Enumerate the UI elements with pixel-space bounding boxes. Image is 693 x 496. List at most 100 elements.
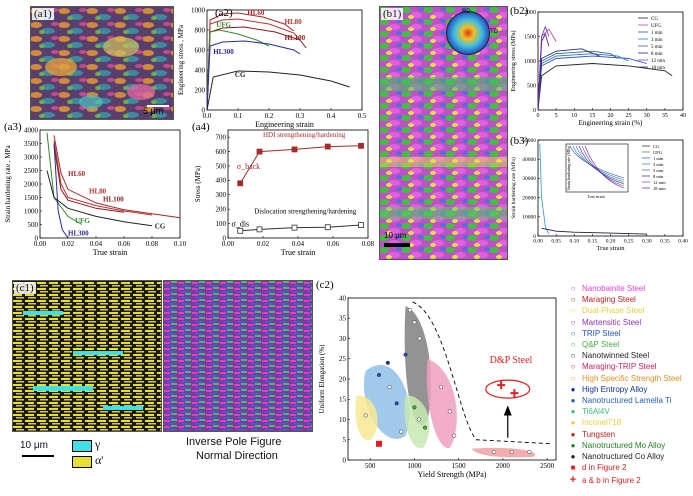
x-axis-label: True strain	[596, 245, 625, 252]
y-tick-label: 40	[339, 294, 347, 302]
panel-label: (a2)	[215, 7, 233, 19]
legend-label: Nanotwinned Steel	[582, 351, 650, 361]
y-tick-label: 600	[195, 46, 206, 54]
y-tick-label: 0	[533, 108, 536, 114]
chart-b3: 0.00 0.05 0.10 0.15 0.20 0.25 0.30 0.35 0.40 0 100…	[510, 135, 688, 252]
y-tick-label: 500	[216, 162, 227, 170]
legend-item: ○ Dual-Phase Steel	[568, 306, 645, 315]
y-tick-label: 1500	[24, 194, 39, 202]
legend-item: ○ Nanobainite Steel	[568, 284, 646, 293]
legend-label: 5 min	[653, 168, 664, 173]
micrograph-b1: RD TD (b1) 10 μm	[379, 6, 508, 260]
y-axis-label: Strain hardening rate (MPa)	[510, 157, 517, 219]
series-line-5-min	[537, 50, 619, 111]
data-point-hdi	[324, 143, 331, 150]
legend-label: Tungsten	[582, 429, 616, 439]
micrograph-a1: (a1) 5 μm	[30, 6, 174, 120]
legend-marker-icon: ●	[570, 396, 576, 405]
y-tick-label: 700	[216, 134, 227, 142]
boundary-line	[412, 301, 552, 445]
legend-item: ● Nanotructured Mo Alloy	[568, 441, 666, 450]
annotation-sigma-dis: σ_dis	[232, 219, 250, 228]
x-tick-label: 1000	[407, 462, 422, 470]
y-axis-label: Engineering stress (MPa)	[510, 31, 517, 92]
legend-label: 5 min	[651, 45, 663, 50]
y-tick-label: 300	[216, 191, 227, 199]
legend-label: Maraging-TRIP Steel	[582, 362, 657, 372]
material-point	[509, 449, 514, 454]
x-tick-label: 0.1	[234, 112, 243, 120]
x-tick-label: 0.10	[569, 239, 579, 245]
panel-label-c1: (c1)	[14, 282, 36, 294]
b3-inset-curve	[578, 145, 625, 185]
series-line-hl300	[206, 40, 301, 111]
x-tick-label: 0.0	[203, 112, 212, 120]
scale-label-a1: 5 μm	[143, 106, 164, 116]
series-label-hl80: HL80	[89, 187, 107, 195]
legend-label: UFG	[651, 24, 661, 29]
legend-item: + a & b in Figure 2	[568, 474, 641, 486]
legend-item: ○ Q&P Steel	[568, 340, 620, 349]
micrograph-a1-texture	[31, 7, 173, 119]
series-line-3-min	[537, 53, 629, 111]
y-tick-label: 15	[339, 396, 347, 404]
legend-item: ● Tungsten	[568, 430, 615, 439]
x-tick-label: 15	[589, 113, 595, 119]
x-tick-label: 2000	[496, 462, 511, 470]
series-line-hl60	[53, 135, 181, 219]
x-tick-label: 30	[644, 113, 650, 119]
x-tick-label: 500	[365, 462, 376, 470]
b2-legend: CG UFG 1 min 3 min 5 min 8 min 12 min 18 min	[638, 17, 666, 71]
y-tick-label: 2500	[24, 167, 39, 175]
x-tick-label: 0.04	[90, 240, 103, 248]
legend-label: 18 min	[651, 66, 666, 71]
legend-marker-icon: ●	[570, 452, 576, 461]
material-point	[407, 308, 413, 313]
legend-marker-icon: +	[569, 474, 577, 487]
legend-label: High Entropy Alloy	[582, 384, 648, 394]
material-region-5	[471, 447, 536, 458]
y-tick-label: 50000	[522, 138, 536, 144]
y-tick-label: 100	[216, 220, 227, 228]
material-region-2	[426, 358, 457, 449]
legend-label: d in Figure 2	[582, 463, 627, 473]
data-point-dislocation	[237, 227, 244, 234]
legend-label: Nanobainite Steel	[582, 284, 646, 293]
series-line-hl100	[53, 146, 125, 213]
x-tick-label: 0.00	[34, 240, 47, 248]
legend-marker-icon: ■	[570, 463, 576, 473]
series-label-ufg: UFG	[216, 21, 231, 29]
series-line-cg	[541, 227, 647, 235]
y-tick-label: 500	[28, 221, 39, 229]
legend-label: Nanotructured Co Alloy	[582, 452, 665, 461]
chart-c2: 500 1000 1500 2000 2500 0 5 10 15 20 25 30 35 40 Yield…	[316, 279, 557, 479]
pole-label-rd: RD	[462, 9, 471, 15]
legend-label: Ti6Al4V	[582, 407, 610, 417]
series-line-hl80	[206, 18, 301, 111]
gamma-swatch	[72, 440, 92, 452]
legend-marker-icon: ○	[570, 284, 576, 293]
x-tick-label: 0.35	[660, 239, 670, 245]
alpha-label: α'	[95, 453, 104, 467]
series-label-hl100: HL100	[103, 196, 124, 204]
material-region-4	[355, 395, 378, 441]
panel-label: (a3)	[4, 122, 22, 133]
y-tick-label: 2000	[524, 10, 536, 16]
x-tick-label: 35	[662, 113, 668, 119]
legend-marker-icon: ○	[570, 351, 576, 361]
legend-label: 8 min	[653, 174, 664, 179]
data-point-hdi	[291, 146, 298, 153]
material-point	[412, 405, 417, 410]
legend-label: Q&P Steel	[582, 340, 620, 349]
y-tick-label: 40000	[522, 157, 536, 163]
x-tick-label: 0.30	[642, 239, 652, 245]
chart-a2: 0.0 0.1 0.2 0.3 0.4 0.5 0 200 400 600 800 1000 Engin…	[177, 6, 367, 129]
x-tick-label: 0.00	[533, 239, 543, 245]
legend-label: 12 min	[651, 59, 666, 64]
micrograph-c1-phase-texture	[13, 281, 161, 431]
data-point-dislocation	[256, 226, 263, 233]
series-label-hl100: HL100	[285, 34, 306, 42]
legend-label: 3 min	[653, 162, 664, 167]
x-tick-label: 0.00	[222, 240, 235, 248]
